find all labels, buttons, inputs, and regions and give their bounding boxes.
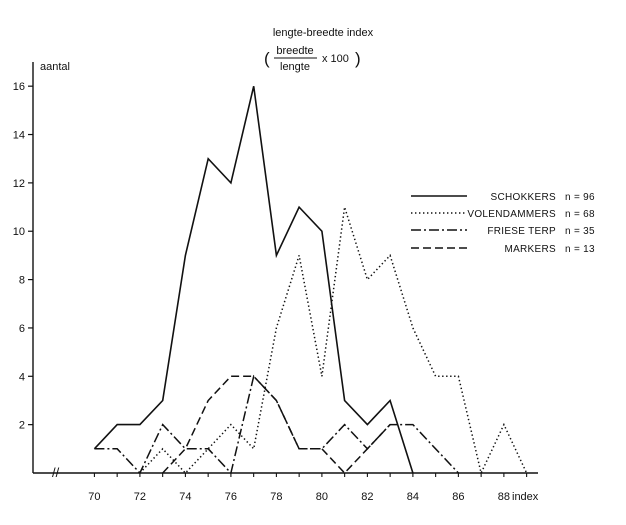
y-tick-label: 10 bbox=[13, 226, 25, 238]
formula-times: x 100 bbox=[322, 53, 349, 65]
formula-open-paren: ( bbox=[264, 49, 270, 68]
formula-numerator: breedte bbox=[276, 45, 313, 57]
legend-count-friese-terp: n = 35 bbox=[565, 226, 595, 237]
x-tick-label: 78 bbox=[270, 491, 282, 503]
legend-label-markers: MARKERS bbox=[504, 244, 556, 255]
series-line-schokkers bbox=[93, 86, 414, 474]
legend-count-markers: n = 13 bbox=[565, 244, 595, 255]
legend-count-schokkers: n = 96 bbox=[565, 192, 595, 203]
x-ticks: 70 72 74 76 78 80 82 84 86 88 bbox=[88, 473, 528, 503]
x-tick-label: 74 bbox=[179, 491, 191, 503]
x-tick-label: 80 bbox=[316, 491, 328, 503]
x-tick-label: 82 bbox=[361, 491, 373, 503]
legend-label-schokkers: SCHOKKERS bbox=[491, 192, 557, 203]
y-tick-label: 6 bbox=[19, 323, 25, 335]
series-line-markers bbox=[162, 375, 391, 475]
axis-break-mark: // bbox=[52, 465, 60, 480]
y-tick-label: 14 bbox=[13, 130, 25, 142]
series-line-friese-terp bbox=[94, 374, 459, 475]
y-tick-label: 2 bbox=[19, 420, 25, 432]
y-tick-label: 8 bbox=[19, 275, 25, 287]
legend: SCHOKKERS n = 96 VOLENDAMMERS n = 68 FRIESE … bbox=[411, 192, 595, 255]
x-tick-label: 86 bbox=[452, 491, 464, 503]
y-axis-label: aantal bbox=[40, 61, 70, 73]
x-tick-label: 84 bbox=[407, 491, 419, 503]
x-tick-label: 76 bbox=[225, 491, 237, 503]
y-ticks: 2 4 6 8 10 12 14 16 bbox=[13, 81, 33, 432]
series-line-volendammers bbox=[139, 206, 528, 476]
x-tick-label: 72 bbox=[134, 491, 146, 503]
legend-label-volendammers: VOLENDAMMERS bbox=[467, 209, 556, 220]
x-axis-label: index bbox=[512, 491, 539, 503]
series-layer bbox=[93, 86, 528, 476]
legend-count-volendammers: n = 68 bbox=[565, 209, 595, 220]
legend-label-friese-terp: FRIESE TERP bbox=[487, 226, 556, 237]
formula-denominator: lengte bbox=[280, 61, 310, 73]
formula-close-paren: ) bbox=[355, 49, 361, 68]
y-tick-label: 16 bbox=[13, 81, 25, 93]
x-tick-label: 70 bbox=[88, 491, 100, 503]
chart-title: lengte-breedte index bbox=[273, 27, 374, 39]
y-tick-label: 12 bbox=[13, 178, 25, 190]
x-tick-label: 88 bbox=[498, 491, 510, 503]
y-tick-label: 4 bbox=[19, 371, 25, 383]
